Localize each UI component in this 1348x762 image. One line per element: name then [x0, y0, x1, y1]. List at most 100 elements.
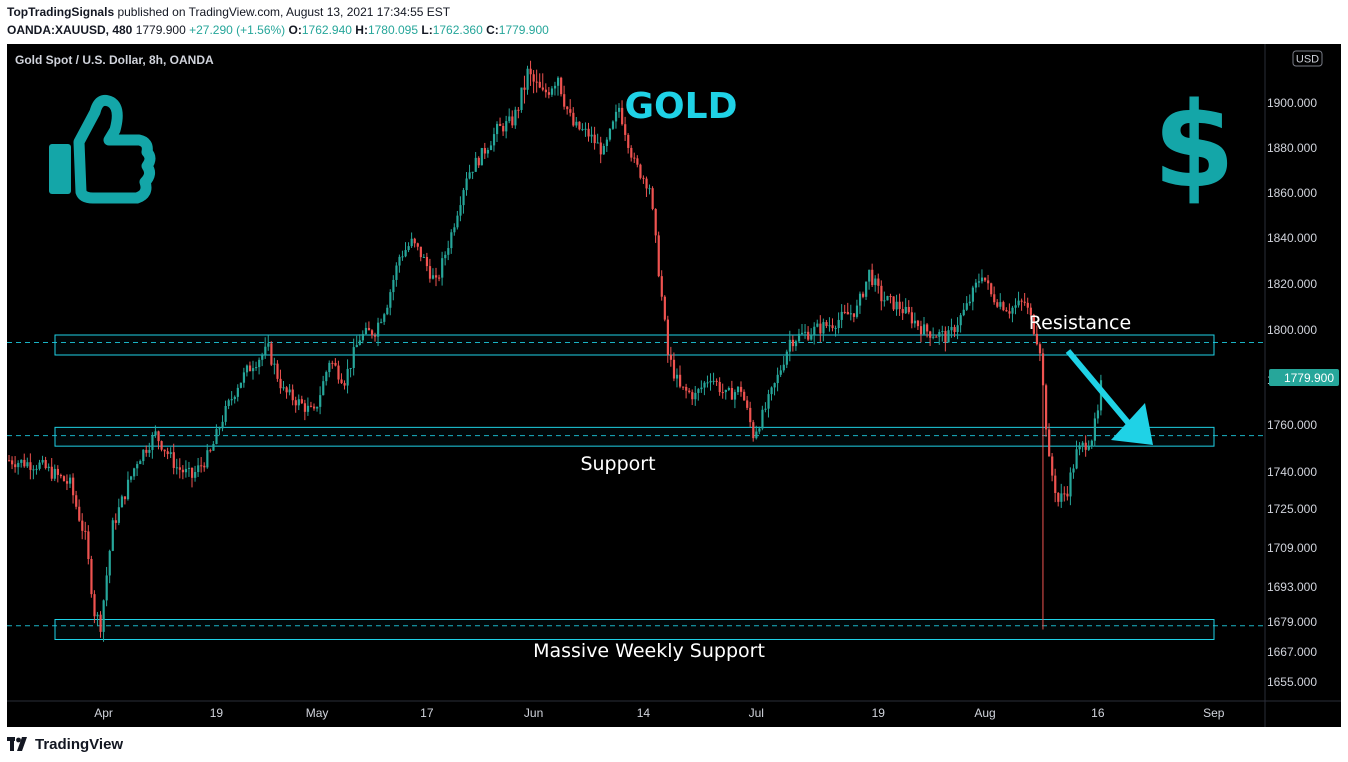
- candle-body[interactable]: [679, 374, 682, 387]
- candle-body[interactable]: [648, 188, 651, 190]
- candle-body[interactable]: [218, 428, 221, 430]
- candle-body[interactable]: [703, 382, 706, 388]
- candle-body[interactable]: [660, 276, 663, 297]
- candle-body[interactable]: [971, 287, 974, 302]
- candle-body[interactable]: [1087, 446, 1090, 450]
- candle-body[interactable]: [502, 125, 505, 132]
- candle-body[interactable]: [1008, 311, 1011, 314]
- candle-body[interactable]: [810, 334, 813, 340]
- candle-body[interactable]: [1011, 307, 1014, 314]
- candle-body[interactable]: [941, 330, 944, 333]
- candle-body[interactable]: [374, 335, 377, 337]
- resistance-zone[interactable]: [54, 334, 1215, 356]
- candle-body[interactable]: [282, 387, 285, 389]
- candle-body[interactable]: [1078, 445, 1081, 450]
- candle-body[interactable]: [383, 314, 386, 322]
- candle-body[interactable]: [160, 441, 163, 450]
- candle-body[interactable]: [794, 341, 798, 347]
- candle-body[interactable]: [413, 238, 416, 244]
- candle-body[interactable]: [993, 294, 996, 303]
- candle-body[interactable]: [212, 443, 215, 451]
- candle-body[interactable]: [1093, 418, 1096, 441]
- candle-body[interactable]: [468, 172, 471, 179]
- candle-body[interactable]: [209, 450, 212, 452]
- candle-body[interactable]: [858, 293, 862, 306]
- candle-body[interactable]: [1075, 449, 1078, 469]
- candle-body[interactable]: [578, 121, 581, 130]
- support-zone[interactable]: [54, 426, 1215, 447]
- candle-body[interactable]: [255, 367, 258, 369]
- candle-body[interactable]: [181, 469, 185, 473]
- candle-body[interactable]: [855, 305, 859, 317]
- candle-body[interactable]: [718, 381, 721, 393]
- candle-body[interactable]: [1023, 301, 1026, 303]
- candle-body[interactable]: [535, 81, 538, 83]
- candle-body[interactable]: [496, 123, 499, 135]
- candle-body[interactable]: [849, 313, 852, 315]
- candle-body[interactable]: [355, 344, 358, 348]
- candle-body[interactable]: [142, 449, 145, 462]
- candle-body[interactable]: [178, 467, 181, 470]
- tradingview-brand[interactable]: TradingView: [35, 735, 124, 753]
- candle-body[interactable]: [26, 462, 29, 467]
- candle-body[interactable]: [1060, 493, 1063, 502]
- candle-body[interactable]: [474, 157, 477, 172]
- candle-body[interactable]: [75, 495, 78, 507]
- candle-body[interactable]: [456, 215, 459, 228]
- candle-body[interactable]: [575, 121, 578, 126]
- candle-body[interactable]: [194, 472, 197, 478]
- candle-body[interactable]: [1020, 300, 1023, 302]
- candle-body[interactable]: [453, 227, 456, 233]
- candle-body[interactable]: [23, 459, 26, 467]
- candle-body[interactable]: [541, 87, 544, 90]
- candle-body[interactable]: [788, 339, 791, 352]
- candle-body[interactable]: [767, 394, 770, 409]
- candle-body[interactable]: [99, 614, 102, 632]
- candle-body[interactable]: [462, 190, 465, 206]
- candle-body[interactable]: [968, 301, 971, 304]
- candle-body[interactable]: [630, 147, 633, 158]
- candle-body[interactable]: [877, 278, 880, 286]
- candle-body[interactable]: [639, 164, 642, 178]
- candlestick-chart[interactable]: 1655.000 1667.000 1679.000 1693.000 1709.000…: [7, 44, 1341, 727]
- candle-body[interactable]: [938, 332, 941, 337]
- currency-label[interactable]: USD: [1296, 54, 1319, 66]
- candle-body[interactable]: [203, 465, 206, 468]
- candle-body[interactable]: [361, 334, 364, 341]
- candle-body[interactable]: [566, 106, 569, 110]
- candle-body[interactable]: [688, 390, 691, 393]
- candle-body[interactable]: [923, 324, 926, 335]
- candle-body[interactable]: [709, 380, 712, 383]
- candle-body[interactable]: [758, 428, 761, 432]
- candle-body[interactable]: [950, 327, 953, 331]
- candle-body[interactable]: [1026, 302, 1029, 308]
- candle-body[interactable]: [987, 280, 990, 284]
- candle-body[interactable]: [587, 128, 590, 137]
- candle-body[interactable]: [316, 406, 319, 409]
- candle-body[interactable]: [752, 422, 755, 439]
- candle-body[interactable]: [1045, 385, 1048, 430]
- candle-body[interactable]: [550, 88, 554, 95]
- candle-body[interactable]: [740, 386, 743, 392]
- candle-body[interactable]: [151, 435, 154, 450]
- candle-body[interactable]: [511, 116, 514, 126]
- candle-body[interactable]: [441, 258, 444, 278]
- candle-body[interactable]: [389, 292, 392, 308]
- candle-body[interactable]: [1054, 475, 1057, 494]
- candle-body[interactable]: [444, 254, 447, 259]
- candle-body[interactable]: [871, 269, 874, 286]
- candle-body[interactable]: [776, 374, 779, 384]
- candle-body[interactable]: [291, 389, 294, 401]
- candle-body[interactable]: [977, 281, 981, 283]
- candle-body[interactable]: [130, 476, 133, 480]
- candle-body[interactable]: [65, 481, 69, 484]
- candle-body[interactable]: [41, 459, 44, 463]
- candle-body[interactable]: [14, 464, 17, 468]
- candle-body[interactable]: [715, 380, 718, 382]
- candle-body[interactable]: [8, 460, 11, 462]
- candle-body[interactable]: [133, 468, 136, 477]
- candle-body[interactable]: [865, 281, 868, 297]
- candle-body[interactable]: [807, 331, 810, 340]
- candle-body[interactable]: [608, 128, 612, 140]
- candle-body[interactable]: [69, 477, 72, 484]
